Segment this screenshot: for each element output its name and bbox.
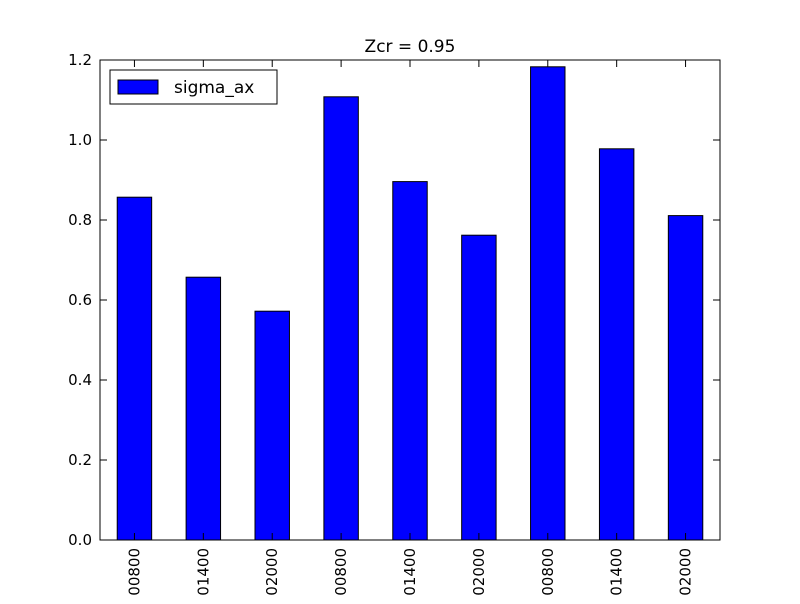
x-tick-label: 01400 bbox=[401, 548, 419, 596]
legend-label: sigma_ax bbox=[174, 78, 254, 98]
bar bbox=[254, 310, 290, 541]
chart-title: Zcr = 0.95 bbox=[365, 37, 456, 57]
legend-swatch bbox=[117, 79, 159, 95]
y-tick-label: 0.0 bbox=[68, 531, 92, 549]
y-tick-label: 0.8 bbox=[68, 211, 92, 229]
bar bbox=[667, 215, 704, 541]
x-axis: 00800 01400 02000 00800 01400 02000 00800 01400… bbox=[125, 60, 695, 596]
x-tick-label: 00800 bbox=[332, 548, 350, 596]
x-tick-label: 00800 bbox=[125, 548, 143, 596]
bar bbox=[116, 196, 153, 541]
x-tick-label: 01400 bbox=[608, 548, 626, 596]
y-tick-label: 0.2 bbox=[68, 451, 92, 469]
bar bbox=[323, 96, 359, 541]
x-tick-label: 02000 bbox=[677, 548, 695, 596]
plot-frame bbox=[99, 59, 721, 541]
x-tick-label: 00800 bbox=[539, 548, 557, 596]
bar bbox=[598, 148, 635, 541]
y-tick-label: 1.2 bbox=[68, 51, 92, 69]
x-tick-label: 02000 bbox=[470, 548, 488, 596]
legend: sigma_ax bbox=[109, 69, 278, 105]
x-tick-label: 02000 bbox=[263, 548, 281, 596]
y-tick-label: 0.6 bbox=[68, 291, 92, 309]
y-tick-label: 0.4 bbox=[68, 371, 92, 389]
bar bbox=[185, 276, 222, 541]
bar bbox=[392, 181, 428, 541]
bar bbox=[530, 66, 566, 541]
x-tick-label: 01400 bbox=[194, 548, 212, 596]
y-tick-label: 1.0 bbox=[68, 131, 92, 149]
bar bbox=[461, 234, 497, 541]
bar-group bbox=[116, 66, 704, 541]
